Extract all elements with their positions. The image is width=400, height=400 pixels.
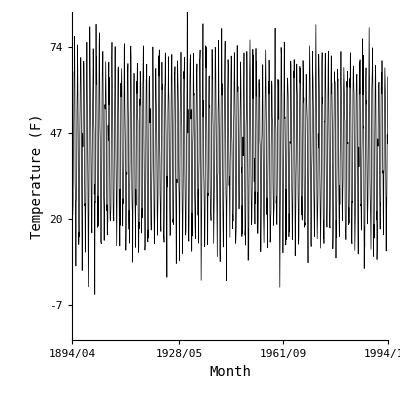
Y-axis label: Temperature (F): Temperature (F) — [30, 113, 44, 239]
X-axis label: Month: Month — [209, 364, 251, 378]
